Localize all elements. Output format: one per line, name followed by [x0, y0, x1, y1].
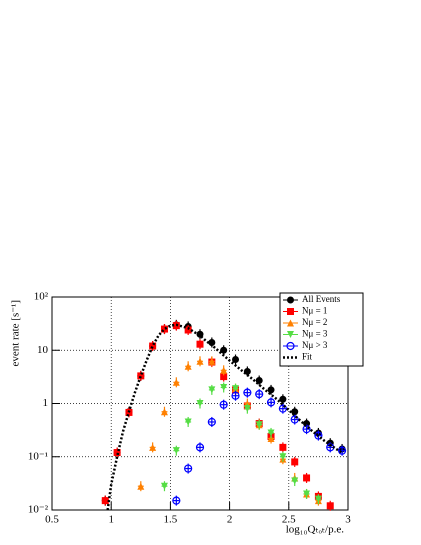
marker	[219, 400, 228, 409]
marker	[302, 425, 311, 434]
marker	[196, 400, 204, 407]
marker	[220, 383, 228, 391]
marker	[291, 458, 299, 466]
marker	[160, 482, 168, 490]
legend-label: Nμ = 2	[302, 317, 327, 327]
marker	[303, 474, 311, 482]
x-tick-label: 3	[345, 514, 351, 526]
marker	[291, 477, 299, 485]
marker	[196, 340, 204, 348]
marker	[243, 388, 252, 397]
y-tick-label: 1	[43, 397, 49, 409]
x-tick-label: 1	[108, 514, 114, 526]
marker	[291, 408, 299, 416]
marker	[314, 495, 322, 503]
marker	[232, 385, 240, 393]
marker	[287, 296, 294, 304]
marker	[232, 356, 240, 364]
marker	[137, 372, 145, 380]
marker	[160, 408, 168, 416]
legend-label: All Events	[302, 294, 341, 304]
marker	[267, 429, 275, 437]
x-axis-label: log₁₀Qₜₒₜ/p.e.	[286, 524, 345, 536]
marker	[287, 319, 294, 327]
marker	[184, 362, 192, 370]
marker	[326, 502, 334, 510]
marker	[231, 391, 240, 400]
marker	[243, 405, 251, 413]
marker	[184, 326, 192, 334]
legend-box	[279, 292, 364, 367]
marker	[101, 497, 109, 505]
marker	[279, 395, 287, 403]
marker	[278, 404, 287, 413]
marker	[337, 446, 347, 455]
marker	[267, 435, 275, 443]
marker	[137, 482, 145, 490]
legend-label: Nμ > 3	[302, 340, 328, 350]
marker	[113, 449, 121, 457]
x-tick-label: 1.5	[164, 514, 178, 526]
y-tick-label: 10⁻²	[28, 504, 49, 516]
marker	[160, 325, 168, 333]
marker	[196, 357, 204, 365]
legend-label: Nμ = 3	[302, 329, 328, 339]
y-tick-label: 10⁻¹	[28, 450, 48, 462]
marker	[279, 443, 287, 451]
legend-label: Fit	[302, 352, 313, 362]
marker	[184, 464, 193, 473]
marker	[286, 341, 295, 351]
marker	[207, 417, 216, 427]
marker	[220, 346, 228, 354]
marker	[255, 390, 264, 399]
marker	[279, 453, 287, 461]
marker	[149, 443, 157, 451]
marker	[220, 366, 228, 374]
y-tick-label: 10²	[34, 291, 49, 303]
x-tick-label: 2	[227, 514, 233, 526]
marker	[208, 357, 216, 365]
marker	[195, 443, 205, 452]
marker	[267, 386, 275, 394]
marker	[172, 378, 180, 386]
marker	[172, 496, 181, 505]
legend-label: Nμ = 1	[302, 306, 327, 316]
marker	[172, 447, 180, 455]
marker	[255, 421, 263, 429]
marker	[287, 308, 294, 315]
x-tick-label: 0.5	[45, 514, 59, 526]
marker	[220, 373, 228, 381]
marker	[149, 342, 157, 350]
y-axis-label: event rate [s⁻¹]	[10, 300, 22, 367]
x-tick-label: 2.5	[282, 514, 296, 526]
marker	[208, 386, 216, 394]
marker	[290, 415, 299, 424]
marker	[303, 490, 311, 498]
marker	[184, 418, 192, 426]
marker	[266, 398, 276, 407]
marker	[314, 431, 323, 440]
marker	[208, 338, 216, 346]
marker	[287, 331, 294, 338]
y-tick-label: 10	[37, 344, 49, 356]
